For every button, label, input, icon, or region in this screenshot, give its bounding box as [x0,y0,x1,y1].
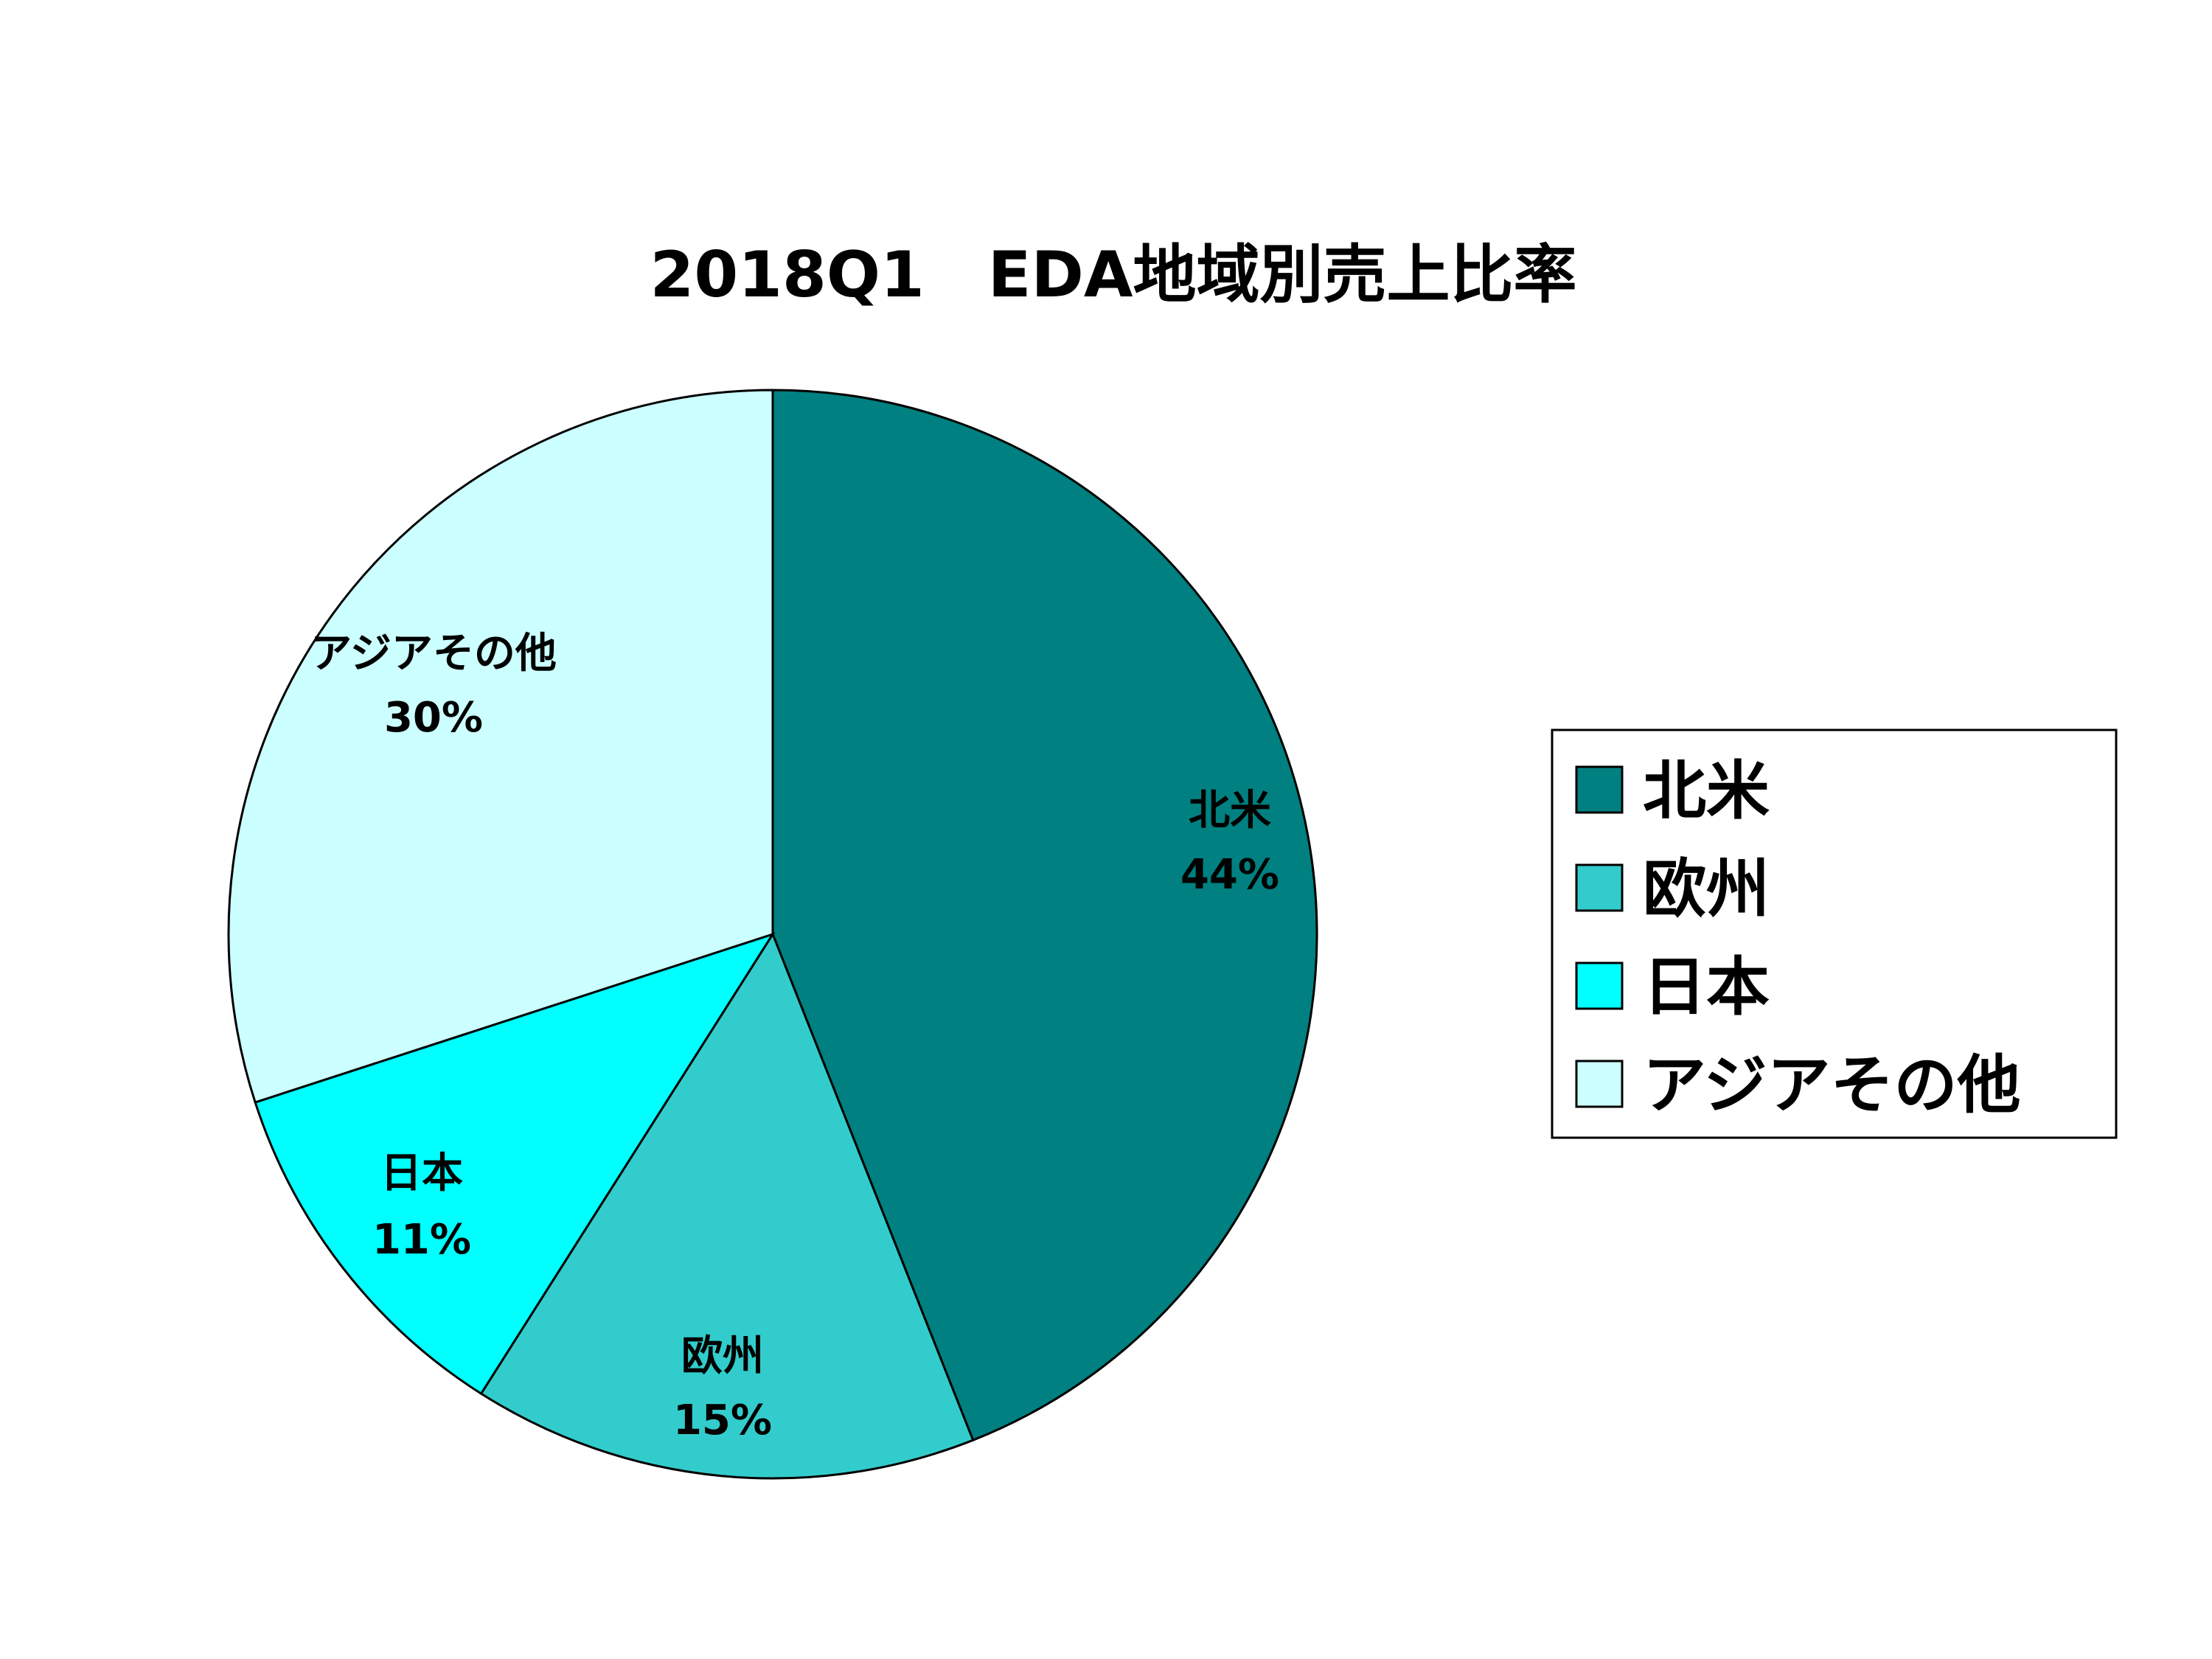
legend-label-asia-other: アジアその他 [1643,1048,2021,1122]
pie-slice-japan [254,932,776,1396]
legend-swatch-japan [1575,961,1624,1010]
legend-box [1551,728,2118,1139]
pie-slices [227,389,1318,1480]
slice-label-europe: 欧州 [681,1332,764,1380]
pie-slice-europe [479,931,975,1480]
pie-slice-north-america [771,389,1318,1442]
chart-title: 2018Q1 EDA地域別売上比率 [650,238,1577,312]
legend-swatch-asia-other [1575,1060,1624,1108]
legend-label-japan: 日本 [1643,950,1770,1024]
slice-value-north-america: 44% [1180,851,1279,899]
slice-label-japan: 日本 [380,1150,463,1197]
slice-label-asia-other: アジアその他 [310,630,557,678]
slice-value-europe: 15% [673,1397,772,1444]
slice-labels: 北米 44% 欧州 15% 日本 11% アジアその他 30% [310,630,1279,1444]
slice-value-asia-other: 30% [384,694,483,742]
legend-label-europe: 欧州 [1643,852,1770,926]
legend-swatch-north-america [1575,765,1624,814]
pie-slice-asia-other [227,389,774,1104]
slice-label-north-america: 北米 [1189,787,1271,835]
legend-label-north-america: 北米 [1643,754,1770,828]
legend-swatch-europe [1575,863,1624,912]
slice-value-japan: 11% [372,1216,471,1264]
